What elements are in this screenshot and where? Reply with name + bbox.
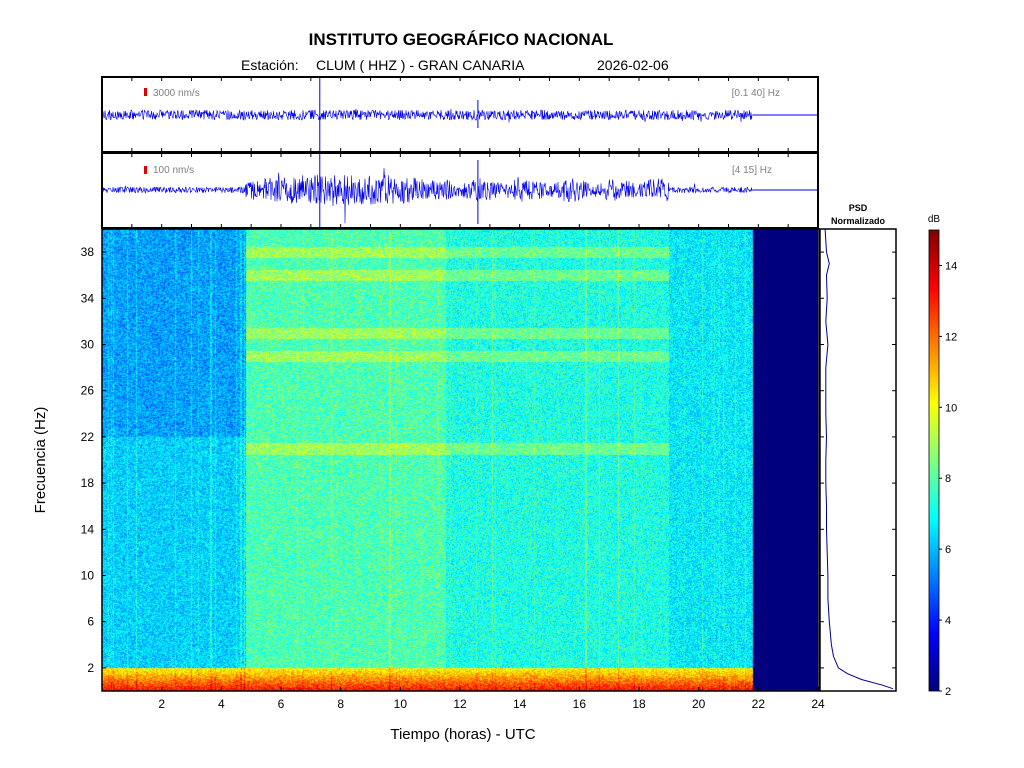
x-tick-label: 24 bbox=[811, 697, 825, 711]
broadband-ticks bbox=[131, 77, 789, 152]
colorbar-tick-label: 12 bbox=[945, 331, 957, 343]
x-tick-label: 18 bbox=[632, 697, 646, 711]
y-tick-label: 2 bbox=[87, 661, 94, 675]
y-tick-label: 22 bbox=[81, 430, 95, 444]
y-tick-label: 30 bbox=[81, 338, 95, 352]
scale-marker bbox=[144, 88, 147, 96]
broadband-scale-label: 3000 nm/s bbox=[153, 88, 200, 99]
filtered-filter-label: [4 15] Hz bbox=[732, 165, 772, 176]
colorbar-tick-label: 14 bbox=[945, 260, 957, 272]
colorbar-tick-label: 8 bbox=[945, 473, 951, 485]
colorbar-unit-label: dB bbox=[928, 214, 941, 225]
filtered-trace bbox=[101, 154, 818, 227]
seismic-waveform bbox=[101, 168, 753, 224]
x-tick-label: 8 bbox=[337, 697, 344, 711]
y-tick-label: 34 bbox=[81, 291, 95, 305]
seismic-waveform bbox=[101, 108, 753, 123]
y-tick-label: 26 bbox=[81, 384, 95, 398]
y-tick-label: 6 bbox=[87, 615, 94, 629]
x-tick-label: 12 bbox=[453, 697, 467, 711]
colorbar: dB 2 4 6 8 10 12 14 bbox=[928, 214, 957, 698]
psd-subtitle: Normalizado bbox=[831, 216, 886, 226]
psd-title: PSD bbox=[849, 203, 868, 213]
x-tick-label: 14 bbox=[513, 697, 527, 711]
seismogram-broadband-panel: 3000 nm/s [0.1 40] Hz bbox=[101, 76, 819, 153]
colorbar-tick-label: 4 bbox=[945, 615, 951, 627]
broadband-trace bbox=[101, 78, 818, 151]
seismogram-filtered-panel: 100 nm/s [4 15] Hz bbox=[101, 152, 819, 229]
x-tick-label: 6 bbox=[278, 697, 285, 711]
colorbar-tick-label: 2 bbox=[945, 686, 951, 698]
y-tick-label: 14 bbox=[81, 522, 95, 536]
scale-marker bbox=[144, 166, 147, 174]
colorbar-gradient bbox=[928, 229, 940, 692]
y-tick-label: 10 bbox=[81, 569, 95, 583]
filtered-ticks bbox=[131, 153, 789, 228]
x-tick-label: 4 bbox=[218, 697, 225, 711]
y-tick-label: 38 bbox=[81, 245, 95, 259]
psd-ticks bbox=[820, 251, 896, 669]
y-axis-label: Frecuencia (Hz) bbox=[32, 407, 49, 514]
x-tick-label: 10 bbox=[394, 697, 408, 711]
psd-line bbox=[824, 228, 894, 690]
colorbar-tick-label: 6 bbox=[945, 544, 951, 556]
x-tick-label: 16 bbox=[573, 697, 587, 711]
colorbar-tick-label: 10 bbox=[945, 402, 957, 414]
psd-frame bbox=[819, 228, 897, 692]
broadband-filter-label: [0.1 40] Hz bbox=[732, 88, 780, 99]
psd-panel: PSD Normalizado bbox=[819, 203, 897, 692]
date-label: 2026-02-06 bbox=[597, 57, 669, 73]
x-tick-label: 2 bbox=[158, 697, 165, 711]
figure-title: INSTITUTO GEOGRÁFICO NACIONAL bbox=[309, 30, 614, 49]
spectrogram-image bbox=[102, 229, 818, 691]
colorbar-ticks: 2 4 6 8 10 12 14 bbox=[939, 260, 957, 698]
x-axis-label: Tiempo (horas) - UTC bbox=[390, 726, 535, 743]
x-tick-label: 22 bbox=[752, 697, 766, 711]
x-tick-label: 20 bbox=[692, 697, 706, 711]
station-name: CLUM ( HHZ ) - GRAN CANARIA bbox=[316, 57, 525, 73]
station-label: Estación: bbox=[241, 57, 299, 73]
filtered-scale-label: 100 nm/s bbox=[153, 165, 194, 176]
y-tick-label: 18 bbox=[81, 476, 95, 490]
